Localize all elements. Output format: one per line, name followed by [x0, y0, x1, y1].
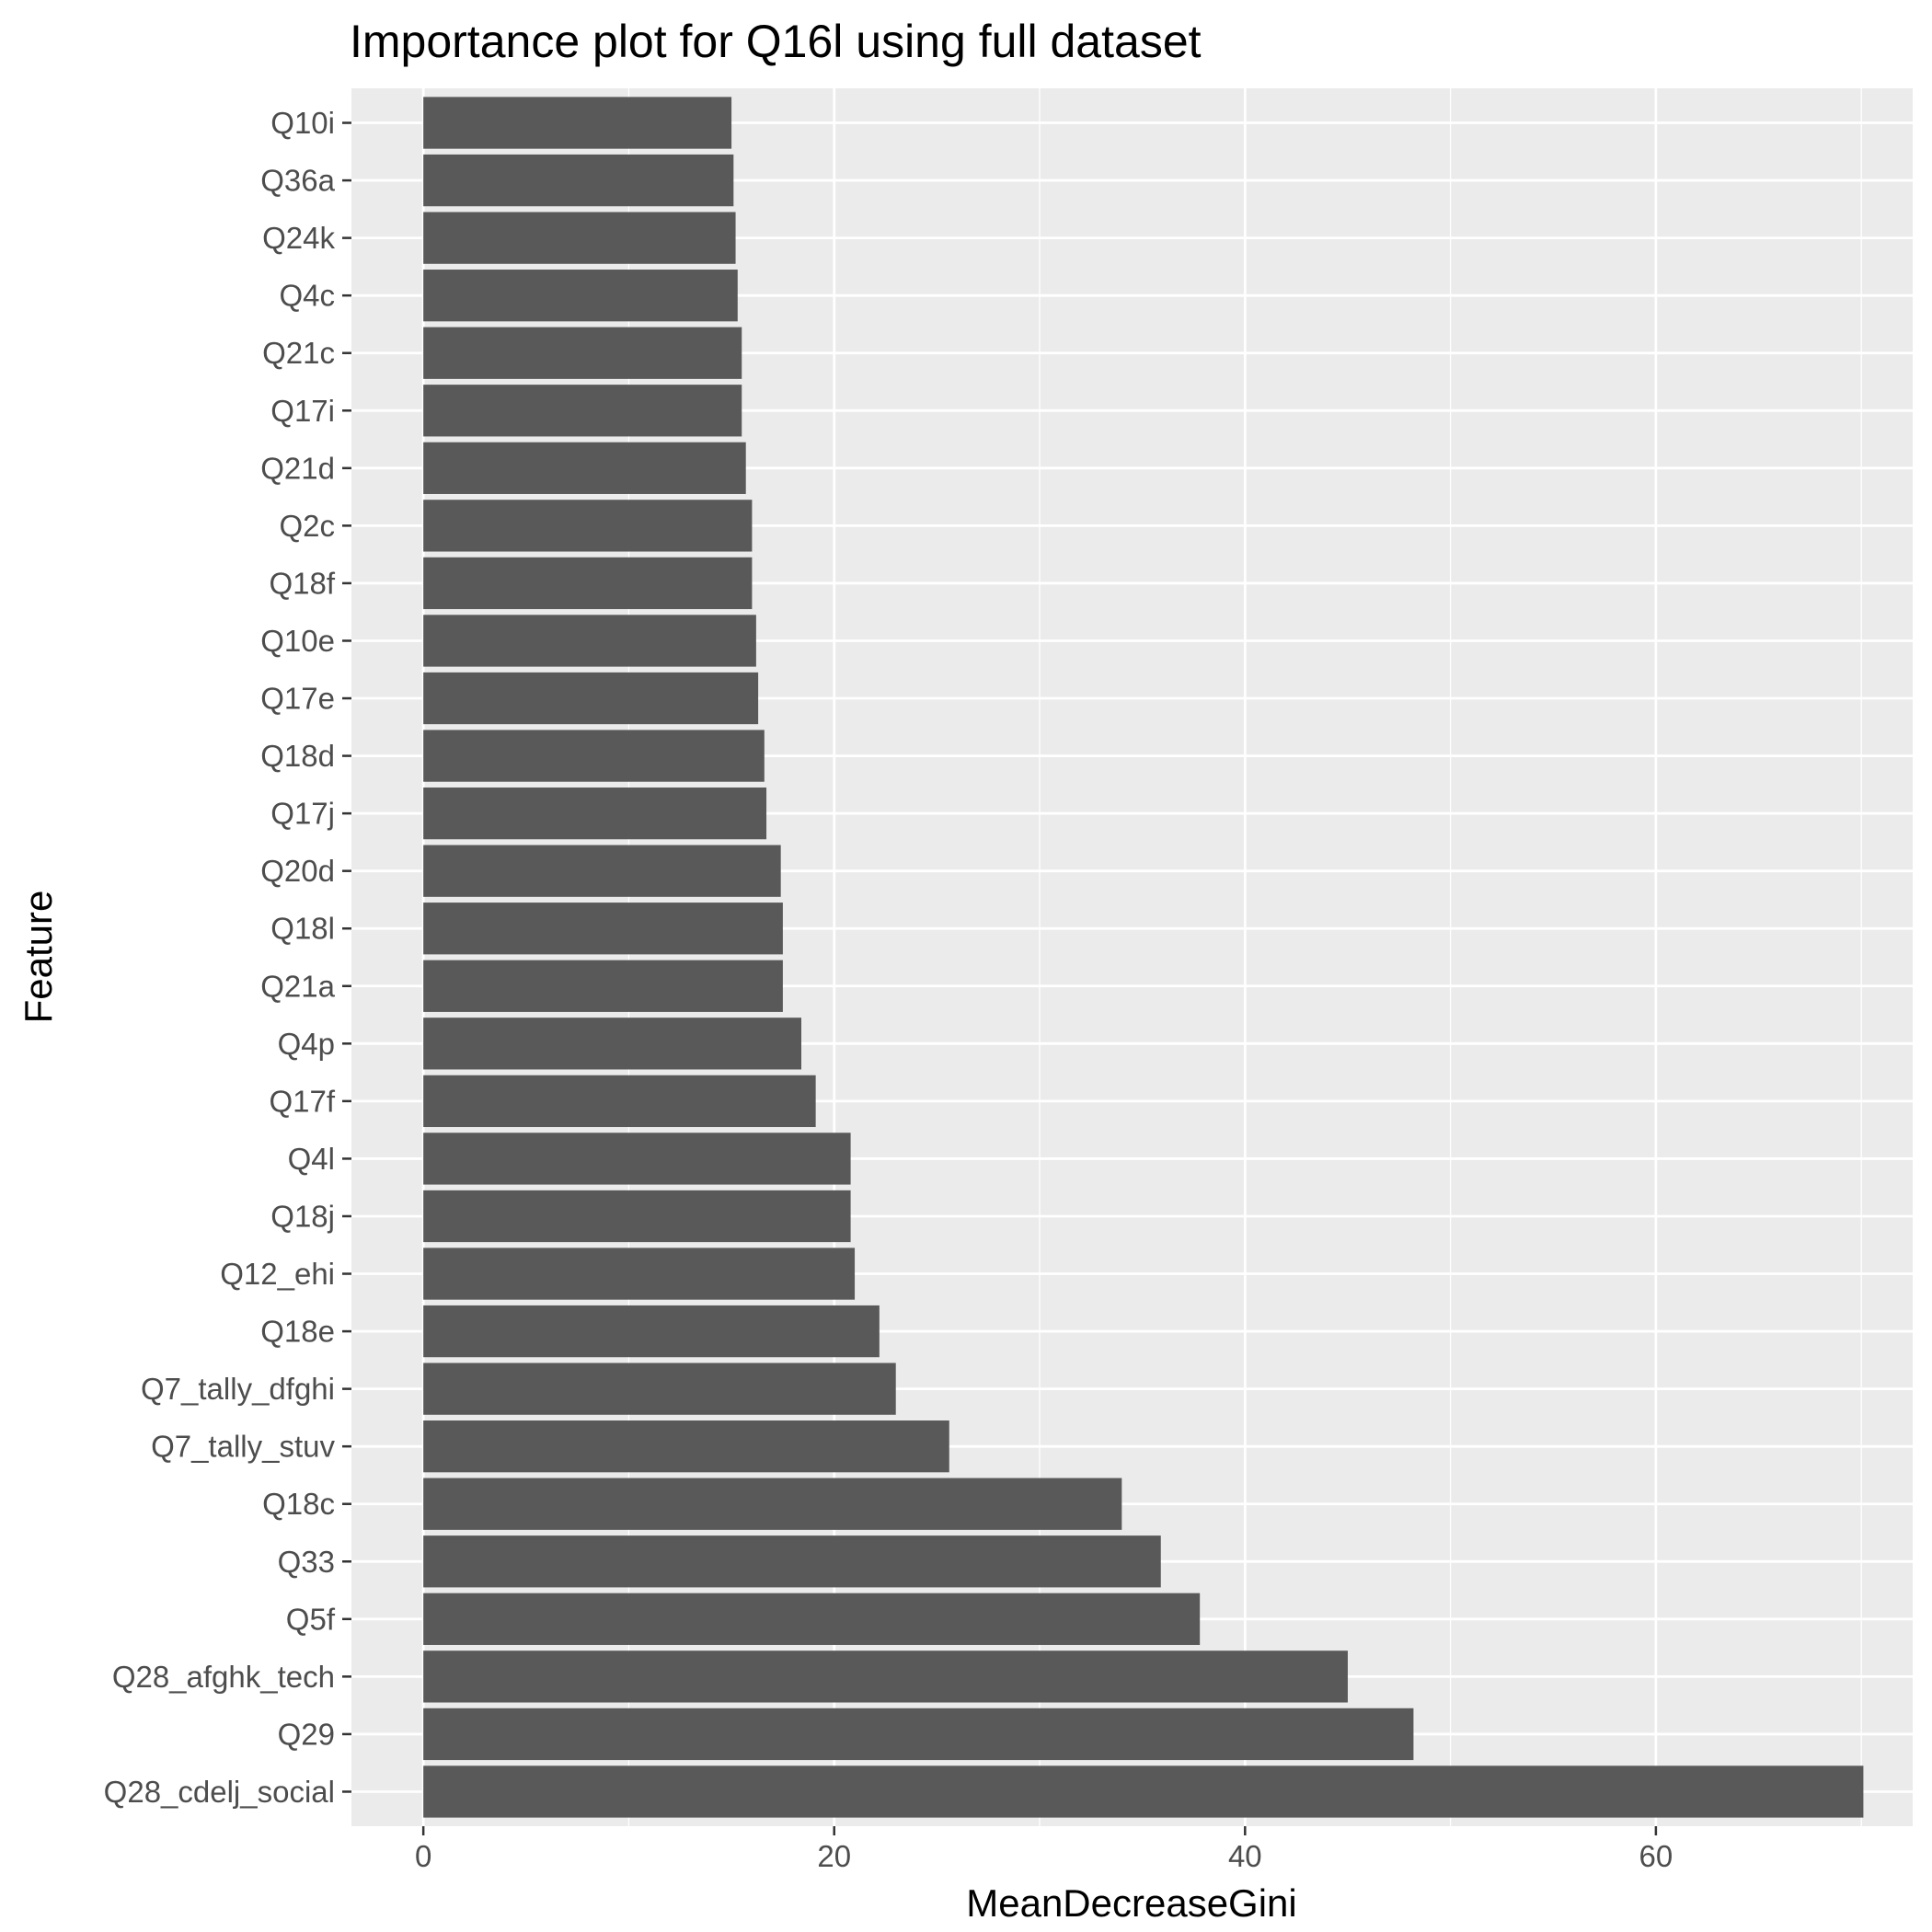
- bar: [423, 672, 759, 725]
- y-tick-label: Q18d: [260, 739, 335, 773]
- bar: [423, 1535, 1161, 1588]
- y-tick-label: Q21d: [260, 451, 335, 485]
- y-tick-label: Q21c: [262, 336, 335, 370]
- y-tick-label: Q18c: [262, 1487, 335, 1521]
- y-tick-label: Q4p: [278, 1027, 335, 1061]
- x-tick-label: 20: [817, 1839, 851, 1873]
- y-tick-label: Q5f: [286, 1602, 336, 1636]
- bars: [423, 97, 1864, 1818]
- x-tick-label: 0: [415, 1839, 431, 1873]
- y-tick-label: Q28_cdelj_social: [104, 1775, 335, 1809]
- bar: [423, 557, 753, 610]
- bar: [423, 615, 756, 667]
- y-tick-label: Q17f: [269, 1084, 335, 1118]
- bar: [423, 960, 783, 1012]
- y-tick-label: Q12_ehi: [220, 1257, 335, 1291]
- bar: [423, 787, 767, 840]
- y-axis-title: Feature: [17, 891, 60, 1024]
- y-tick-label: Q17j: [270, 797, 335, 831]
- bar: [423, 385, 742, 437]
- bar: [423, 903, 783, 955]
- bar: [423, 1075, 816, 1128]
- y-tick-label: Q36a: [260, 164, 335, 198]
- bar: [423, 270, 738, 322]
- y-tick-label: Q4l: [288, 1142, 335, 1176]
- y-tick-label: Q18e: [260, 1315, 335, 1349]
- y-tick-label: Q18j: [270, 1199, 335, 1233]
- bar: [423, 1190, 851, 1243]
- bar: [423, 154, 734, 207]
- y-tick-label: Q17i: [270, 394, 335, 428]
- bar: [423, 1478, 1122, 1530]
- bar: [423, 1363, 896, 1415]
- bar: [423, 1133, 851, 1185]
- bar: [423, 730, 765, 782]
- y-tick-label: Q33: [278, 1545, 335, 1579]
- bar: [423, 1420, 949, 1473]
- x-tick-label: 40: [1228, 1839, 1262, 1873]
- bar: [423, 1650, 1348, 1703]
- bar: [423, 500, 753, 552]
- x-axis-title: MeanDecreaseGini: [966, 1881, 1297, 1925]
- y-tick-label: Q18l: [270, 912, 335, 946]
- bar: [423, 1708, 1414, 1761]
- bar: [423, 1593, 1201, 1645]
- y-axis: Q28_cdelj_social Q29 Q28_afghk_tech Q5f Q33 Q…: [104, 106, 351, 1809]
- bar: [423, 1305, 880, 1358]
- y-tick-label: Q21a: [260, 969, 335, 1003]
- y-tick-label: Q10i: [270, 106, 335, 140]
- y-tick-label: Q29: [278, 1717, 335, 1751]
- y-tick-label: Q7_tally_dfghi: [141, 1372, 335, 1406]
- x-tick-label: 60: [1639, 1839, 1673, 1873]
- bar: [423, 1248, 856, 1300]
- bar: [423, 1018, 802, 1070]
- y-tick-label: Q18f: [269, 566, 335, 600]
- y-tick-label: Q2c: [279, 509, 335, 543]
- chart-title: Importance plot for Q16l using full data…: [350, 16, 1202, 67]
- y-tick-label: Q4c: [279, 279, 335, 313]
- bar: [423, 845, 781, 897]
- bar: [423, 97, 732, 149]
- bar: [423, 1765, 1864, 1818]
- y-tick-label: Q7_tally_stuv: [151, 1430, 335, 1464]
- x-axis: 0 20 40 60: [415, 1826, 1673, 1873]
- y-tick-label: Q10e: [260, 624, 335, 658]
- y-tick-label: Q28_afghk_tech: [112, 1660, 335, 1694]
- bar: [423, 442, 746, 494]
- bar: [423, 212, 736, 264]
- y-tick-label: Q24k: [262, 221, 335, 255]
- bar: [423, 327, 742, 379]
- y-tick-label: Q20d: [260, 854, 335, 888]
- y-tick-label: Q17e: [260, 682, 335, 716]
